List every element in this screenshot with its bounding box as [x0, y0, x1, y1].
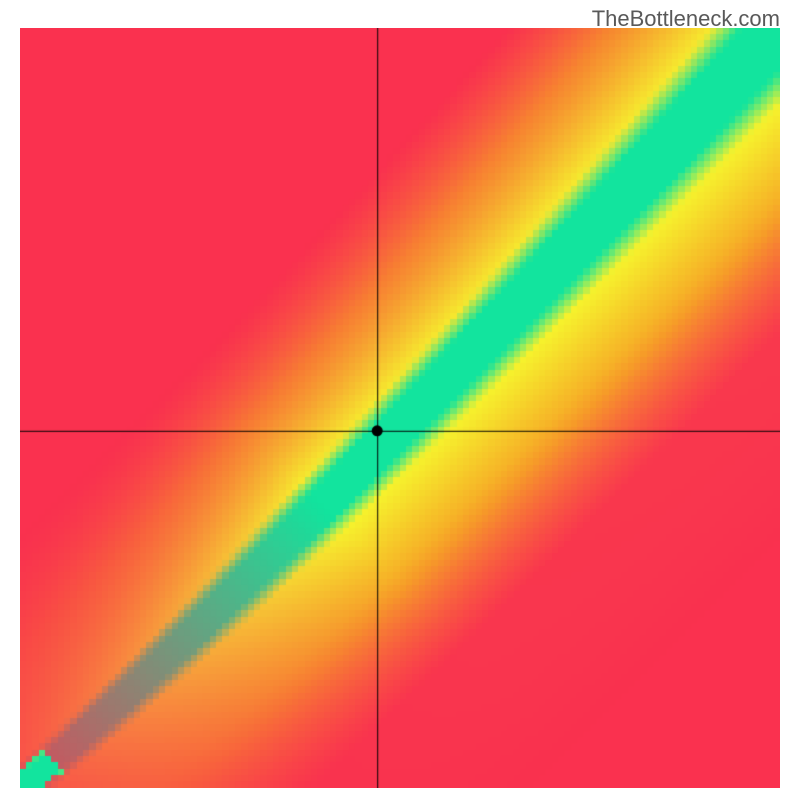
bottleneck-heatmap	[20, 28, 780, 788]
watermark-text: TheBottleneck.com	[592, 6, 780, 32]
